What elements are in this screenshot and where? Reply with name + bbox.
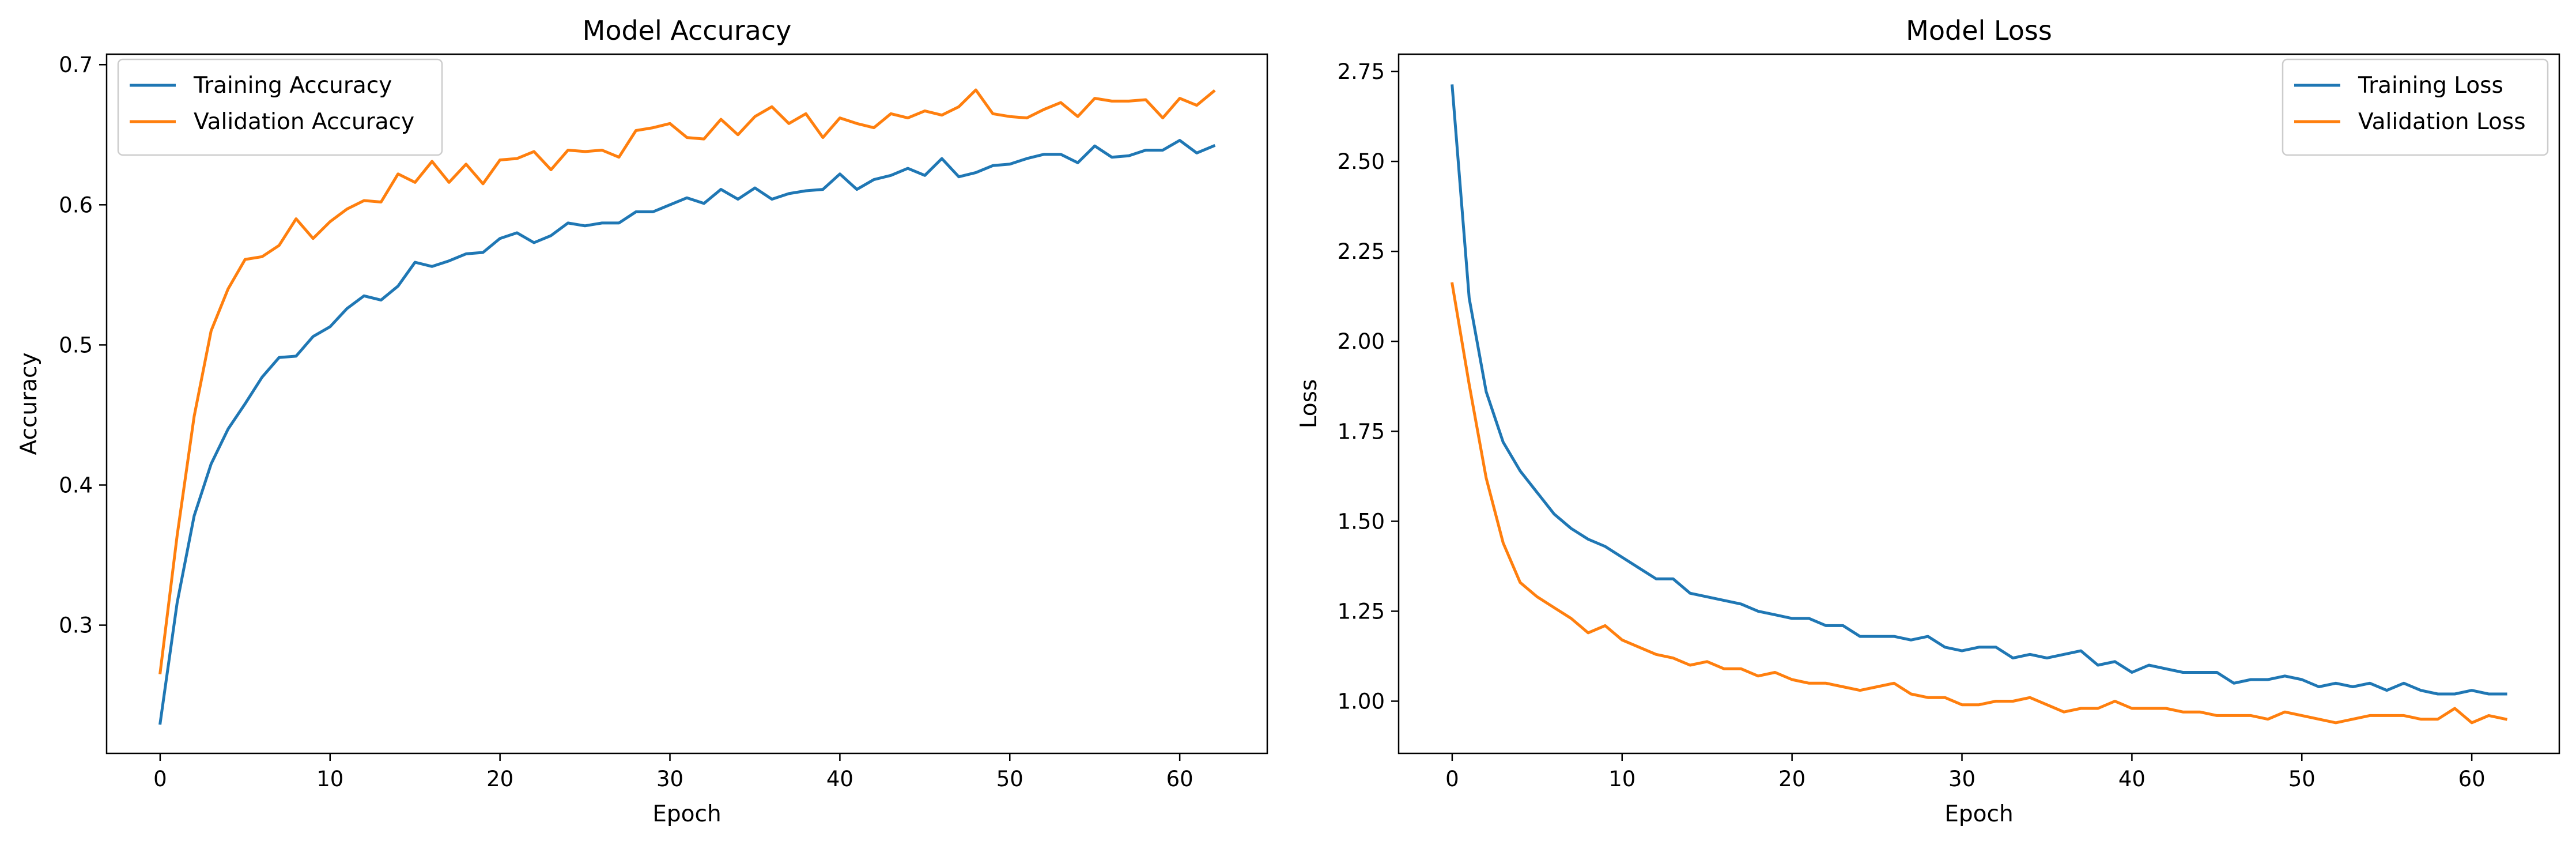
axes-frame xyxy=(1397,53,2560,755)
x-tick-label: 60 xyxy=(2458,767,2486,791)
y-tick-label: 2.00 xyxy=(1338,329,1385,354)
chart-1: Model Accuracy 0 10 20 30 40 50 60 0.3 0.4 0.5 0.6 0… xyxy=(16,15,1268,827)
x-tick-label: 50 xyxy=(996,767,1023,791)
x-axis-label: Epoch xyxy=(1944,801,2013,827)
y-axis-label: Loss xyxy=(1296,379,1322,429)
y-tick-label: 0.4 xyxy=(59,473,93,497)
y-tick-label: 2.75 xyxy=(1338,59,1385,84)
y-tick-label: 0.6 xyxy=(59,193,93,217)
x-tick-label: 60 xyxy=(1166,767,1193,791)
legend-label: Validation Accuracy xyxy=(194,109,414,135)
x-tick-label: 0 xyxy=(1445,767,1459,791)
chart-title: Model Accuracy xyxy=(583,15,792,46)
series-line-2 xyxy=(158,88,1216,674)
x-tick-label: 10 xyxy=(1608,767,1636,791)
y-tick-label: 1.75 xyxy=(1338,419,1385,444)
x-tick-label: 50 xyxy=(2288,767,2316,791)
y-tick-label: 0.5 xyxy=(59,333,93,357)
legend-label: Training Accuracy xyxy=(193,73,392,99)
y-tick-label: 0.7 xyxy=(59,52,93,77)
y-tick-label: 1.25 xyxy=(1338,599,1385,624)
y-tick-label: 1.00 xyxy=(1338,689,1385,714)
x-tick-label: 40 xyxy=(2118,767,2146,791)
legend-label: Training Loss xyxy=(2358,73,2503,99)
y-tick-label: 2.50 xyxy=(1338,149,1385,174)
x-axis-label: Epoch xyxy=(652,801,721,827)
legend-label: Validation Loss xyxy=(2358,109,2526,135)
y-tick-label: 0.3 xyxy=(59,613,93,638)
y-tick-label: 1.50 xyxy=(1338,509,1385,534)
series-line-1 xyxy=(1451,84,2507,696)
x-tick-label: 20 xyxy=(1778,767,1806,791)
y-axis-label: Accuracy xyxy=(16,352,42,455)
chart-2: Model Loss 0 10 20 30 40 50 60 1.00 1.25 1.50 1.75 2… xyxy=(1296,15,2560,827)
legend: Training Loss Validation Loss xyxy=(2282,58,2549,156)
x-tick-label: 30 xyxy=(656,767,683,791)
x-tick-label: 10 xyxy=(316,767,343,791)
axes-frame xyxy=(105,53,1268,755)
x-tick-label: 30 xyxy=(1948,767,1976,791)
y-tick-label: 2.25 xyxy=(1338,239,1385,264)
x-tick-label: 0 xyxy=(153,767,167,791)
legend-box xyxy=(2282,58,2549,156)
series-line-2 xyxy=(1451,282,2508,725)
legend: Training Accuracy Validation Accuracy xyxy=(117,58,443,156)
legend-box xyxy=(117,58,443,156)
chart-title: Model Loss xyxy=(1906,15,2052,46)
x-tick-label: 40 xyxy=(826,767,853,791)
series-line-1 xyxy=(158,139,1216,725)
x-tick-label: 20 xyxy=(486,767,513,791)
